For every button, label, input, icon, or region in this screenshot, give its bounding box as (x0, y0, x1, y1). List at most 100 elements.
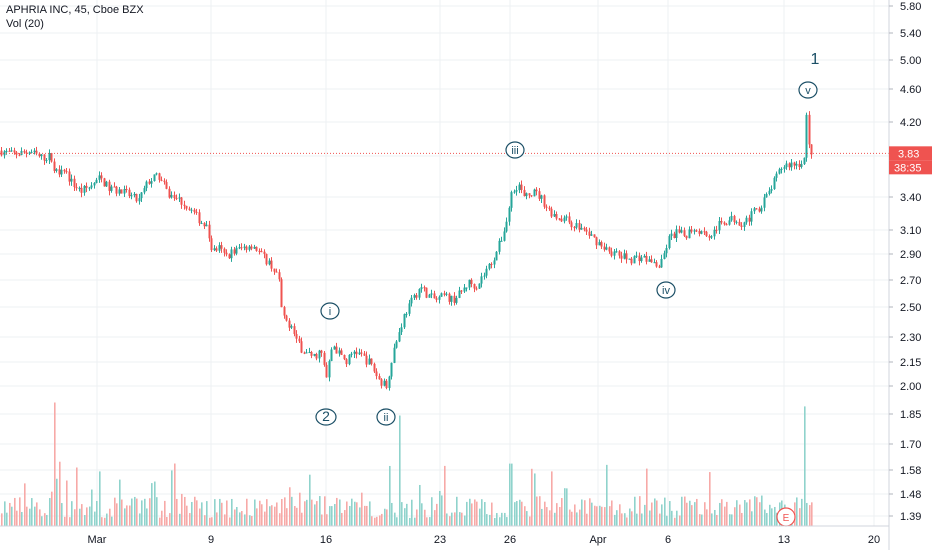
wave-label-v[interactable]: v (798, 81, 818, 99)
candle-body (218, 245, 221, 251)
candle-body (213, 248, 216, 251)
candle-body (245, 246, 248, 250)
volume-bar (381, 513, 383, 526)
volume-bar (329, 506, 331, 526)
candle-body (635, 255, 638, 257)
wave-label-iv[interactable]: iv (656, 281, 676, 299)
candle-body (120, 189, 123, 194)
candle-body (165, 182, 168, 189)
candle-body (643, 255, 646, 258)
volume-bar (749, 499, 751, 526)
candle-body (243, 246, 246, 248)
y-tick-label: 4.60 (900, 84, 921, 96)
volume-bar (216, 512, 218, 526)
candle-body (173, 194, 176, 199)
candle-body (323, 352, 326, 365)
candle-body (385, 380, 388, 388)
x-tick-label: 13 (778, 534, 790, 546)
wave-label-2[interactable]: 2 (315, 408, 337, 426)
wave-label-i[interactable]: i (320, 302, 340, 320)
candle-body (768, 190, 771, 194)
candle-body (285, 315, 288, 321)
volume-bar (431, 497, 433, 526)
candle-body (148, 181, 151, 184)
volume-bar (801, 498, 803, 526)
volume-bar (411, 499, 413, 526)
x-tick-label: Apr (589, 534, 606, 546)
candle-body (395, 341, 398, 348)
candle-body (505, 221, 508, 232)
volume-bar (334, 504, 336, 526)
time-axis[interactable]: Mar 9 16 23 26 Apr 6 13 20 (88, 534, 881, 546)
earnings-event-marker[interactable]: E (776, 507, 796, 527)
candle-body (488, 263, 491, 269)
volume-bar (556, 503, 558, 526)
wave-label-iii[interactable]: iii (505, 141, 525, 159)
volume-bar (594, 505, 596, 526)
volume-bar (809, 505, 811, 526)
candle-body (793, 162, 796, 166)
candle-body (190, 209, 193, 211)
volume-bar (226, 500, 228, 526)
wave-label-1[interactable]: 1 (811, 51, 820, 68)
candle-body (130, 195, 133, 197)
volume-bar (289, 487, 291, 526)
volume-bar (326, 514, 328, 526)
candle-body (223, 248, 226, 253)
volume-bar (446, 513, 448, 526)
candle-body (690, 229, 693, 232)
volume-bar (464, 515, 466, 526)
volume-bar (81, 504, 83, 526)
volume-indicator-label[interactable]: Vol (20) (6, 18, 44, 30)
candle-body (590, 234, 593, 236)
candle-body (380, 379, 383, 386)
volume-bar (116, 503, 118, 526)
volume-bar (384, 508, 386, 526)
volume-bar (441, 495, 443, 526)
y-tick-label: 1.58 (900, 465, 921, 477)
volume-bar (54, 402, 56, 526)
volume-bar (196, 500, 198, 526)
volume-bar (654, 498, 656, 526)
candle-body (163, 180, 166, 183)
candle-body (260, 251, 263, 253)
volume-bar (519, 499, 521, 526)
volume-bar (311, 499, 313, 526)
candle-body (233, 249, 236, 254)
candle-body (410, 297, 413, 304)
candle-body (210, 238, 213, 251)
price-axis[interactable]: 5.805.405.004.604.203.803.403.102.902.70… (889, 1, 921, 523)
volume-bar (501, 512, 503, 526)
volume-bar (746, 502, 748, 526)
candle-body (305, 352, 308, 354)
volume-bar (574, 504, 576, 526)
candle-body (298, 338, 301, 342)
volume-bar (394, 512, 396, 526)
candle-body (30, 151, 33, 153)
volume-bar (126, 505, 128, 526)
volume-bar (124, 508, 126, 526)
volume-bar (716, 514, 718, 526)
volume-bar (219, 498, 221, 526)
volume-bar (404, 508, 406, 526)
volume-bar (774, 506, 776, 526)
candle-body (10, 150, 13, 152)
wave-label-ii[interactable]: ii (376, 408, 396, 426)
candle-body (235, 247, 238, 254)
volume-bar (651, 502, 653, 526)
candle-body (795, 163, 798, 166)
symbol-title[interactable]: APHRIA INC, 45, Cboe BZX (6, 4, 144, 16)
candle-body (178, 197, 181, 199)
volume-bar (741, 512, 743, 526)
candle-body (268, 260, 271, 265)
volume-bar (64, 516, 66, 526)
candle-body (270, 260, 273, 269)
candle-body (460, 290, 463, 292)
volume-bar (771, 508, 773, 526)
volume-bar (811, 502, 813, 526)
candle-body (538, 191, 541, 199)
candle-body (5, 150, 8, 152)
candle-body (283, 307, 286, 316)
